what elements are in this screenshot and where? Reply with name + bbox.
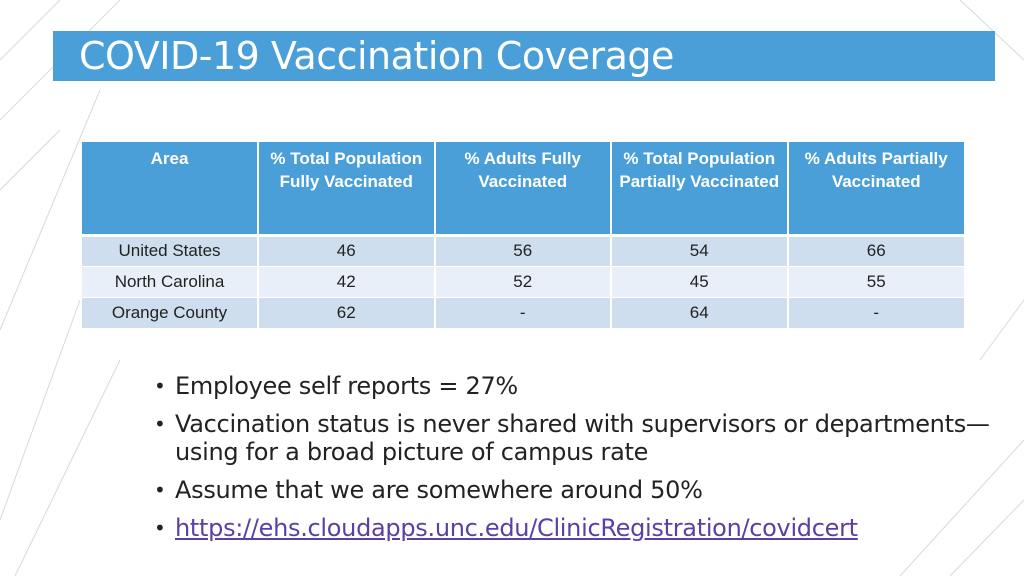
list-item: • Employee self reports = 27% [154, 372, 1014, 400]
table-cell: 66 [787, 235, 964, 267]
bullet-text: Assume that we are somewhere around 50% [175, 476, 703, 504]
table-cell: - [434, 297, 612, 329]
table-row: North Carolina 42 52 45 55 [82, 266, 964, 298]
header-adults-partially: % Adults Partially Vaccinated [787, 142, 964, 237]
bullet-icon: • [154, 516, 166, 540]
page-title: COVID-19 Vaccination Coverage [79, 34, 674, 78]
title-bar: COVID-19 Vaccination Coverage [53, 31, 995, 81]
table-cell: - [787, 297, 964, 329]
header-total-partially: % Total Population Partially Vaccinated [611, 142, 789, 237]
bullet-icon: • [154, 412, 166, 436]
bullet-icon: • [154, 374, 166, 398]
table-cell: 54 [611, 235, 789, 267]
table-cell: 45 [611, 266, 789, 298]
bullet-text: Vaccination status is never shared with … [175, 410, 990, 466]
table-cell: 46 [258, 235, 436, 267]
bullet-list: • Employee self reports = 27% • Vaccinat… [154, 372, 1014, 552]
table-cell: 64 [611, 297, 789, 329]
table-header-row: Area % Total Population Fully Vaccinated… [82, 142, 964, 237]
header-adults-fully: % Adults Fully Vaccinated [434, 142, 612, 237]
list-item: • Assume that we are somewhere around 50… [154, 476, 1014, 504]
vaccination-table: Area % Total Population Fully Vaccinated… [82, 142, 964, 329]
table-cell: 56 [434, 235, 612, 267]
table-cell: 42 [258, 266, 436, 298]
table-cell: United States [82, 235, 259, 267]
bullet-text: Employee self reports = 27% [175, 372, 518, 400]
list-item: • Vaccination status is never shared wit… [154, 410, 1014, 466]
table-cell: North Carolina [82, 266, 259, 298]
table-cell: Orange County [82, 297, 259, 329]
table-cell: 52 [434, 266, 612, 298]
table-cell: 62 [258, 297, 436, 329]
header-area: Area [82, 142, 259, 237]
table-row: Orange County 62 - 64 - [82, 297, 964, 329]
covidcert-link[interactable]: https://ehs.cloudapps.unc.edu/ClinicRegi… [175, 514, 858, 542]
table-row: United States 46 56 54 66 [82, 235, 964, 267]
list-item: • https://ehs.cloudapps.unc.edu/ClinicRe… [154, 514, 1014, 542]
bullet-icon: • [154, 478, 166, 502]
table-cell: 55 [787, 266, 964, 298]
header-total-fully: % Total Population Fully Vaccinated [258, 142, 436, 237]
